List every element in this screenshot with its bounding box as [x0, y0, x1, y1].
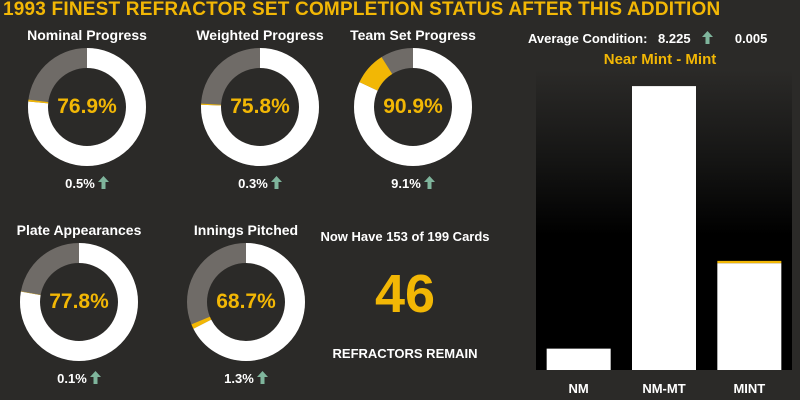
condition-grade: Near Mint - Mint [603, 51, 717, 68]
up-arrow-icon [256, 371, 268, 384]
team-set-progress-donut [354, 48, 472, 166]
gauge-value: 76.9% [57, 95, 117, 118]
up-arrow-icon [423, 176, 435, 189]
gauge-tile-innings-pitched: Innings Pitched 68.7% 1.3% [171, 222, 321, 397]
x-tick-label: NM [569, 381, 589, 396]
delta-value: 0.1% [57, 371, 87, 386]
bar-mint [717, 263, 782, 370]
bar-nm [546, 348, 611, 370]
average-condition-delta: 0.005 [734, 31, 768, 46]
up-arrow-icon [702, 31, 714, 44]
gauge-complete-arc [354, 48, 472, 166]
gauge-value: 77.8% [49, 290, 109, 313]
x-tick-label: NM-MT [642, 381, 685, 396]
gauge-complete-arc [187, 243, 305, 361]
gauge-label: Team Set Progress [350, 27, 476, 43]
gauge-value: 68.7% [216, 290, 276, 313]
gauge-value: 75.8% [230, 95, 290, 118]
gauge-tile-nominal-progress: Nominal Progress 76.9% 0.5% [12, 27, 162, 202]
nominal-progress-donut [28, 48, 146, 166]
gauge-delta: 0.5% [12, 176, 162, 191]
dashboard-title: 1993 FINEST REFRACTOR SET COMPLETION STA… [3, 0, 721, 20]
gauge-delta: 9.1% [338, 176, 488, 191]
gauge-value: 90.9% [383, 95, 443, 118]
x-tick-labels: NM NM-MT MINT [569, 381, 766, 396]
weighted-progress-donut [201, 48, 319, 166]
refractors-remaining-label: REFRACTORS REMAIN [332, 346, 478, 361]
average-condition: Average Condition: 8.225 0.005 [528, 31, 767, 46]
gauge-delta: 0.3% [185, 176, 335, 191]
gauge-complete-arc [28, 48, 146, 166]
delta-value: 0.3% [238, 176, 268, 191]
condition-bar-chart: NM NM-MT MINT [536, 70, 792, 396]
gauge-tile-weighted-progress: Weighted Progress 75.8% 0.3% [185, 27, 335, 202]
gauge-complete-arc [201, 48, 319, 166]
gauge-complete-arc [20, 243, 138, 361]
up-arrow-icon [89, 371, 101, 384]
delta-value: 0.5% [65, 176, 95, 191]
gauge-label: Innings Pitched [193, 222, 299, 238]
plate-appearances-donut [20, 243, 138, 361]
gauge-label: Weighted Progress [196, 27, 324, 43]
gauge-tile-plate-appearances: Plate Appearances 77.8% 0.1% [4, 222, 154, 397]
gauge-tile-team-set-progress: Team Set Progress 90.9% 9.1% [338, 27, 488, 202]
x-tick-label: MINT [733, 381, 765, 396]
gauge-delta: 1.3% [171, 371, 321, 386]
cards-owned-summary: Now Have 153 of 199 Cards [320, 229, 490, 244]
innings-pitched-donut [187, 243, 305, 361]
refractors-remaining-count: 46 [374, 264, 436, 324]
gauge-label: Plate Appearances [16, 222, 142, 238]
gauge-label: Nominal Progress [27, 27, 147, 43]
average-condition-label: Average Condition: [528, 31, 648, 46]
bar-added-mint [717, 260, 782, 264]
up-arrow-icon [270, 176, 282, 189]
bars-group [546, 86, 782, 371]
bar-nm-mt [632, 86, 696, 371]
delta-value: 9.1% [391, 176, 421, 191]
up-arrow-icon [97, 176, 109, 189]
gauge-delta: 0.1% [4, 371, 154, 386]
delta-value: 1.3% [224, 371, 254, 386]
average-condition-value: 8.225 [658, 31, 691, 46]
